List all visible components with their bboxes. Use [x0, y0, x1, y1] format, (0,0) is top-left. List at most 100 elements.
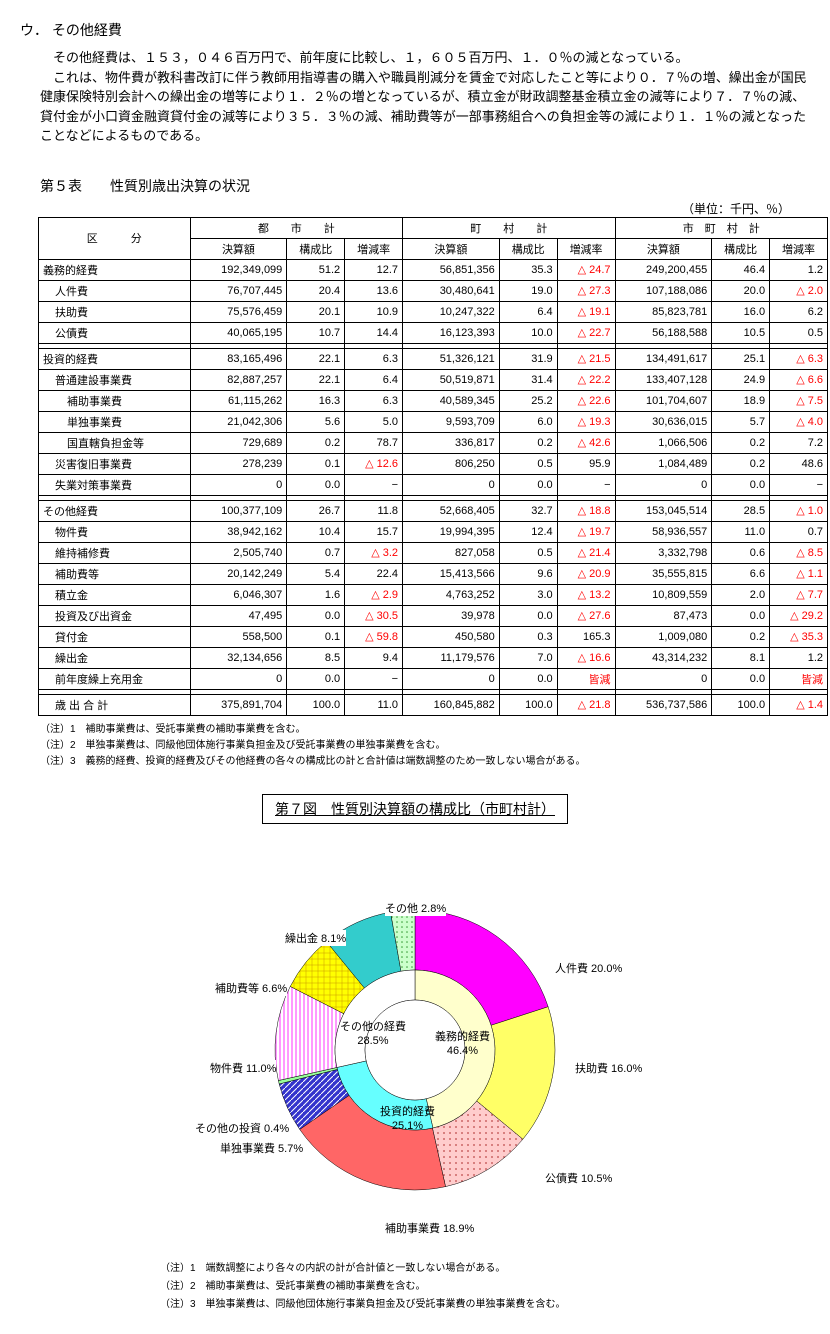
cell: 0.0	[287, 668, 345, 689]
section-letter: ウ．	[20, 22, 48, 38]
table-row: その他経費100,377,10926.711.852,668,40532.7△ …	[39, 500, 828, 521]
cell: 10,809,559	[615, 584, 712, 605]
table-row: 投資及び出資金47,4950.0△ 30.539,9780.0△ 27.687,…	[39, 605, 828, 626]
cell: 6.0	[499, 411, 557, 432]
cell: 20,142,249	[190, 563, 287, 584]
cell: 11.8	[345, 500, 403, 521]
cell: 6.6	[712, 563, 770, 584]
cell: 375,891,704	[190, 694, 287, 715]
cell: △ 22.2	[557, 369, 615, 390]
cell: 28.5	[712, 500, 770, 521]
cell: △ 1.1	[770, 563, 828, 584]
row-label: 物件費	[39, 521, 191, 542]
cell: 21,042,306	[190, 411, 287, 432]
cell: 0.0	[499, 474, 557, 495]
table-row: 貸付金558,5000.1△ 59.8450,5800.3165.31,009,…	[39, 626, 828, 647]
cell: 5.6	[287, 411, 345, 432]
cell: 87,473	[615, 605, 712, 626]
cell: 0.7	[770, 521, 828, 542]
cell: △ 6.3	[770, 348, 828, 369]
cell: 100.0	[499, 694, 557, 715]
cell: 3.0	[499, 584, 557, 605]
cell: 1.6	[287, 584, 345, 605]
cell: 12.7	[345, 259, 403, 280]
slice-label: その他 2.8%	[385, 900, 446, 916]
cell: 536,737,586	[615, 694, 712, 715]
cell: 25.2	[499, 390, 557, 411]
cell: 40,589,345	[403, 390, 500, 411]
row-label: 普通建設事業費	[39, 369, 191, 390]
cell: 9.6	[499, 563, 557, 584]
cell: 82,887,257	[190, 369, 287, 390]
cell: 153,045,514	[615, 500, 712, 521]
cell: 100,377,109	[190, 500, 287, 521]
slice-label: 公債費 10.5%	[545, 1170, 612, 1186]
cell: 75,576,459	[190, 301, 287, 322]
cell: 0.7	[287, 542, 345, 563]
cell: 56,851,356	[403, 259, 500, 280]
cell: 22.1	[287, 369, 345, 390]
cell: 6.4	[345, 369, 403, 390]
slice-label: 単独事業費 5.7%	[220, 1140, 303, 1156]
table-row: 単独事業費21,042,3065.65.09,593,7096.0△ 19.33…	[39, 411, 828, 432]
slice-label: 物件費 11.0%	[210, 1060, 276, 1076]
cell: △ 42.6	[557, 432, 615, 453]
cell: △ 22.7	[557, 322, 615, 343]
cell: 0.0	[499, 605, 557, 626]
cell: 107,188,086	[615, 280, 712, 301]
cell: 32,134,656	[190, 647, 287, 668]
cell: △ 16.6	[557, 647, 615, 668]
cell: 9,593,709	[403, 411, 500, 432]
cell: 46.4	[712, 259, 770, 280]
cell: 16.3	[287, 390, 345, 411]
cell: 15,413,566	[403, 563, 500, 584]
cell: △ 4.0	[770, 411, 828, 432]
slice-label: 繰出金 8.1%	[285, 930, 346, 946]
slice-label: その他の投資 0.4%	[195, 1120, 289, 1136]
cell: −	[345, 668, 403, 689]
cell: △ 13.2	[557, 584, 615, 605]
cell: 12.4	[499, 521, 557, 542]
cell: 3,332,798	[615, 542, 712, 563]
slice-label: 人件費 20.0%	[555, 960, 622, 976]
cell: 192,349,099	[190, 259, 287, 280]
table-row: 投資的経費83,165,49622.16.351,326,12131.9△ 21…	[39, 348, 828, 369]
row-label: 投資的経費	[39, 348, 191, 369]
row-label: 前年度繰上充用金	[39, 668, 191, 689]
cell: 278,239	[190, 453, 287, 474]
cell: 10.0	[499, 322, 557, 343]
table-row: 失業対策事業費00.0−00.0−00.0−	[39, 474, 828, 495]
sub-col: 構成比	[287, 238, 345, 259]
row-label: 繰出金	[39, 647, 191, 668]
cell: 7.2	[770, 432, 828, 453]
cell: 5.4	[287, 563, 345, 584]
cell: 6,046,307	[190, 584, 287, 605]
cell: 19,994,395	[403, 521, 500, 542]
cell: △ 21.4	[557, 542, 615, 563]
cell: △ 30.5	[345, 605, 403, 626]
cell: 5.0	[345, 411, 403, 432]
cell: 0.0	[712, 668, 770, 689]
cell: 11.0	[345, 694, 403, 715]
cell: 85,823,781	[615, 301, 712, 322]
cell: 0	[615, 474, 712, 495]
cell: △ 27.6	[557, 605, 615, 626]
cell: 16.0	[712, 301, 770, 322]
cell: 5.7	[712, 411, 770, 432]
cell: 0.2	[712, 626, 770, 647]
cell: △ 7.7	[770, 584, 828, 605]
cell: 0.2	[287, 432, 345, 453]
row-label: 補助費等	[39, 563, 191, 584]
cell: 101,704,607	[615, 390, 712, 411]
cell: 11.0	[712, 521, 770, 542]
cell: 0.2	[499, 432, 557, 453]
cell: 48.6	[770, 453, 828, 474]
table-row: 積立金6,046,3071.6△ 2.94,763,2523.0△ 13.210…	[39, 584, 828, 605]
cell: 0	[190, 474, 287, 495]
cell: △ 18.8	[557, 500, 615, 521]
cell: 133,407,128	[615, 369, 712, 390]
cell: 20.0	[712, 280, 770, 301]
cell: 10.7	[287, 322, 345, 343]
col-group-3: 市 町 村 計	[615, 217, 828, 238]
sub-col: 決算額	[190, 238, 287, 259]
